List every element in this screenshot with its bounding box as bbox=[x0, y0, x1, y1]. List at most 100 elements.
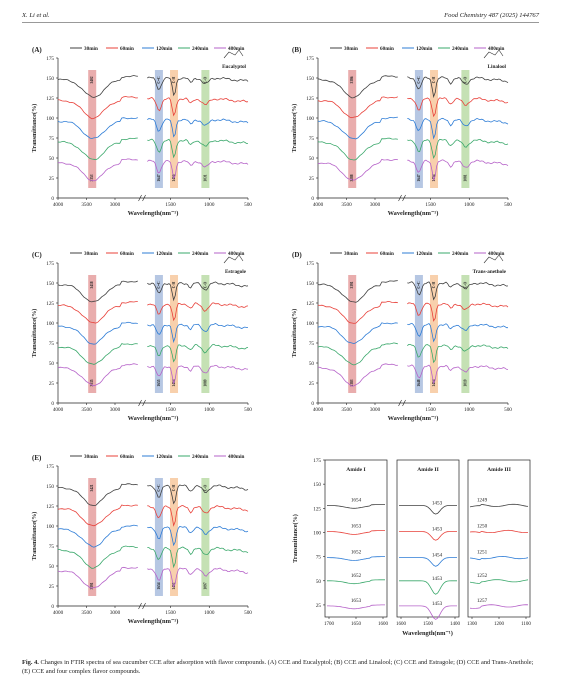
panel-letter: (E) bbox=[32, 454, 42, 462]
legend-label: 240min bbox=[192, 454, 209, 460]
spectrum-line bbox=[407, 364, 509, 385]
y-tick-label: 175 bbox=[306, 261, 314, 267]
amide-peak-label: 1252 bbox=[477, 573, 488, 579]
amide-peak-label: 1453 bbox=[432, 601, 443, 607]
amide-spectrum-line bbox=[327, 579, 385, 585]
band-co-top-label: C-O bbox=[203, 77, 207, 84]
spectrum-line bbox=[147, 364, 249, 385]
x-tick-label: 1000 bbox=[204, 202, 215, 208]
amide-x-tick-label: 1500 bbox=[423, 622, 434, 627]
amide-frame bbox=[396, 459, 460, 618]
molecule-icon bbox=[483, 49, 504, 59]
spectrum-line bbox=[57, 301, 138, 324]
legend-label: 480min bbox=[228, 251, 245, 257]
legend-label: 480min bbox=[228, 46, 245, 52]
y-tick-label: 100 bbox=[46, 524, 54, 530]
amide-peak-label: 1652 bbox=[351, 573, 362, 579]
axis-break bbox=[138, 602, 142, 610]
y-tick-label: 0 bbox=[311, 401, 314, 407]
band-oh bbox=[348, 275, 357, 393]
legend-label: 30min bbox=[84, 251, 98, 257]
spectrum-line bbox=[407, 97, 509, 118]
amide-peak-label: 1653 bbox=[351, 598, 362, 604]
y-tick-label: 50 bbox=[309, 361, 315, 367]
y-tick-label: 150 bbox=[46, 281, 54, 287]
band-ch-top-label: C-H bbox=[432, 77, 436, 84]
spectrum-line bbox=[57, 96, 138, 120]
y-tick-label: 125 bbox=[306, 96, 314, 102]
x-tick-label: 500 bbox=[504, 202, 512, 208]
y-tick-label: 175 bbox=[46, 261, 54, 267]
amide-x-tick-label: 1650 bbox=[351, 622, 362, 627]
y-tick-label: 0 bbox=[51, 196, 54, 202]
y-tick-label: 100 bbox=[306, 116, 314, 122]
x-tick-label: 1000 bbox=[464, 202, 475, 208]
axis-break bbox=[138, 399, 142, 407]
panel-letter: (A) bbox=[32, 46, 42, 54]
amide-y-tick-label: 150 bbox=[313, 482, 321, 488]
y-tick-label: 75 bbox=[309, 136, 315, 142]
spectrum-line bbox=[57, 75, 138, 98]
y-tick-label: 50 bbox=[309, 156, 315, 162]
band-co-bottom-label: 1019 bbox=[463, 379, 467, 386]
amide-x-tick-label: 1700 bbox=[324, 622, 335, 627]
legend-label: 60min bbox=[120, 46, 134, 52]
y-tick-label: 100 bbox=[306, 321, 314, 327]
spectrum-line bbox=[147, 343, 249, 363]
y-tick-label: 50 bbox=[49, 156, 55, 162]
spectrum-line bbox=[147, 323, 249, 344]
spectrum-line bbox=[407, 117, 509, 140]
amide-y-tick-label: 100 bbox=[313, 530, 321, 536]
amide-y-tick-label: 125 bbox=[313, 506, 321, 512]
x-axis-label: Wavelength(nm⁻¹) bbox=[128, 618, 179, 625]
spectrum-line bbox=[147, 546, 249, 569]
y-tick-label: 150 bbox=[46, 76, 54, 82]
x-tick-label: 1500 bbox=[165, 610, 176, 616]
amide-x-tick-label: 1200 bbox=[494, 622, 505, 627]
y-tick-label: 125 bbox=[46, 504, 54, 510]
band-ch bbox=[170, 478, 179, 596]
spectrum-line bbox=[57, 343, 138, 365]
y-tick-label: 75 bbox=[49, 341, 55, 347]
band-ch-top-label: C-H bbox=[172, 282, 176, 289]
x-axis-label: Wavelength(nm⁻¹) bbox=[388, 210, 439, 217]
amide-peak-label: 1453 bbox=[432, 500, 443, 506]
spectrum-line bbox=[57, 137, 138, 161]
band-cc-top-label: C=C bbox=[157, 484, 161, 492]
band-oh bbox=[88, 275, 97, 393]
x-tick-label: 3000 bbox=[110, 407, 121, 413]
compound-label: Trans-anethole bbox=[473, 269, 507, 275]
spectrum-line bbox=[317, 116, 398, 140]
spectrum-line bbox=[317, 322, 398, 345]
amide-panels: Transmittance(%)255075100125150175Amide … bbox=[292, 458, 531, 637]
amide-spectrum-line bbox=[399, 605, 457, 620]
spectrum-line bbox=[57, 280, 138, 303]
band-ch-top-label: C-H bbox=[172, 77, 176, 84]
legend-label: 30min bbox=[84, 454, 98, 460]
amide-peak-label: 1652 bbox=[351, 550, 362, 556]
caption-text: Changes in FTIR spectra of sea cucumber … bbox=[22, 659, 534, 675]
y-tick-label: 75 bbox=[49, 544, 55, 550]
amide-y-tick-label: 50 bbox=[316, 579, 322, 585]
legend-label: 480min bbox=[488, 46, 505, 52]
band-ch bbox=[430, 275, 439, 393]
caption-label: Fig. 4. bbox=[22, 659, 39, 666]
legend-label: 240min bbox=[452, 46, 469, 52]
amide-peak-label: 1250 bbox=[477, 523, 488, 529]
axis-break bbox=[402, 399, 406, 407]
spectrum-line bbox=[147, 567, 249, 588]
amide-y-axis-label: Transmittance(%) bbox=[292, 514, 299, 563]
band-oh bbox=[88, 478, 97, 596]
y-tick-label: 150 bbox=[306, 76, 314, 82]
y-axis-label: Transmittance(%) bbox=[291, 309, 298, 358]
y-tick-label: 175 bbox=[46, 464, 54, 470]
x-axis-label: Wavelength(nm⁻¹) bbox=[128, 415, 179, 422]
spectrum-line bbox=[57, 545, 138, 569]
legend-label: 30min bbox=[84, 46, 98, 52]
amide-spectrum-line bbox=[469, 503, 529, 508]
amide-peak-label: 1453 bbox=[432, 526, 443, 532]
axis-break bbox=[402, 194, 406, 202]
y-tick-label: 25 bbox=[49, 381, 55, 387]
band-cc-top-label: C=C bbox=[417, 76, 421, 84]
x-tick-label: 3000 bbox=[370, 202, 381, 208]
